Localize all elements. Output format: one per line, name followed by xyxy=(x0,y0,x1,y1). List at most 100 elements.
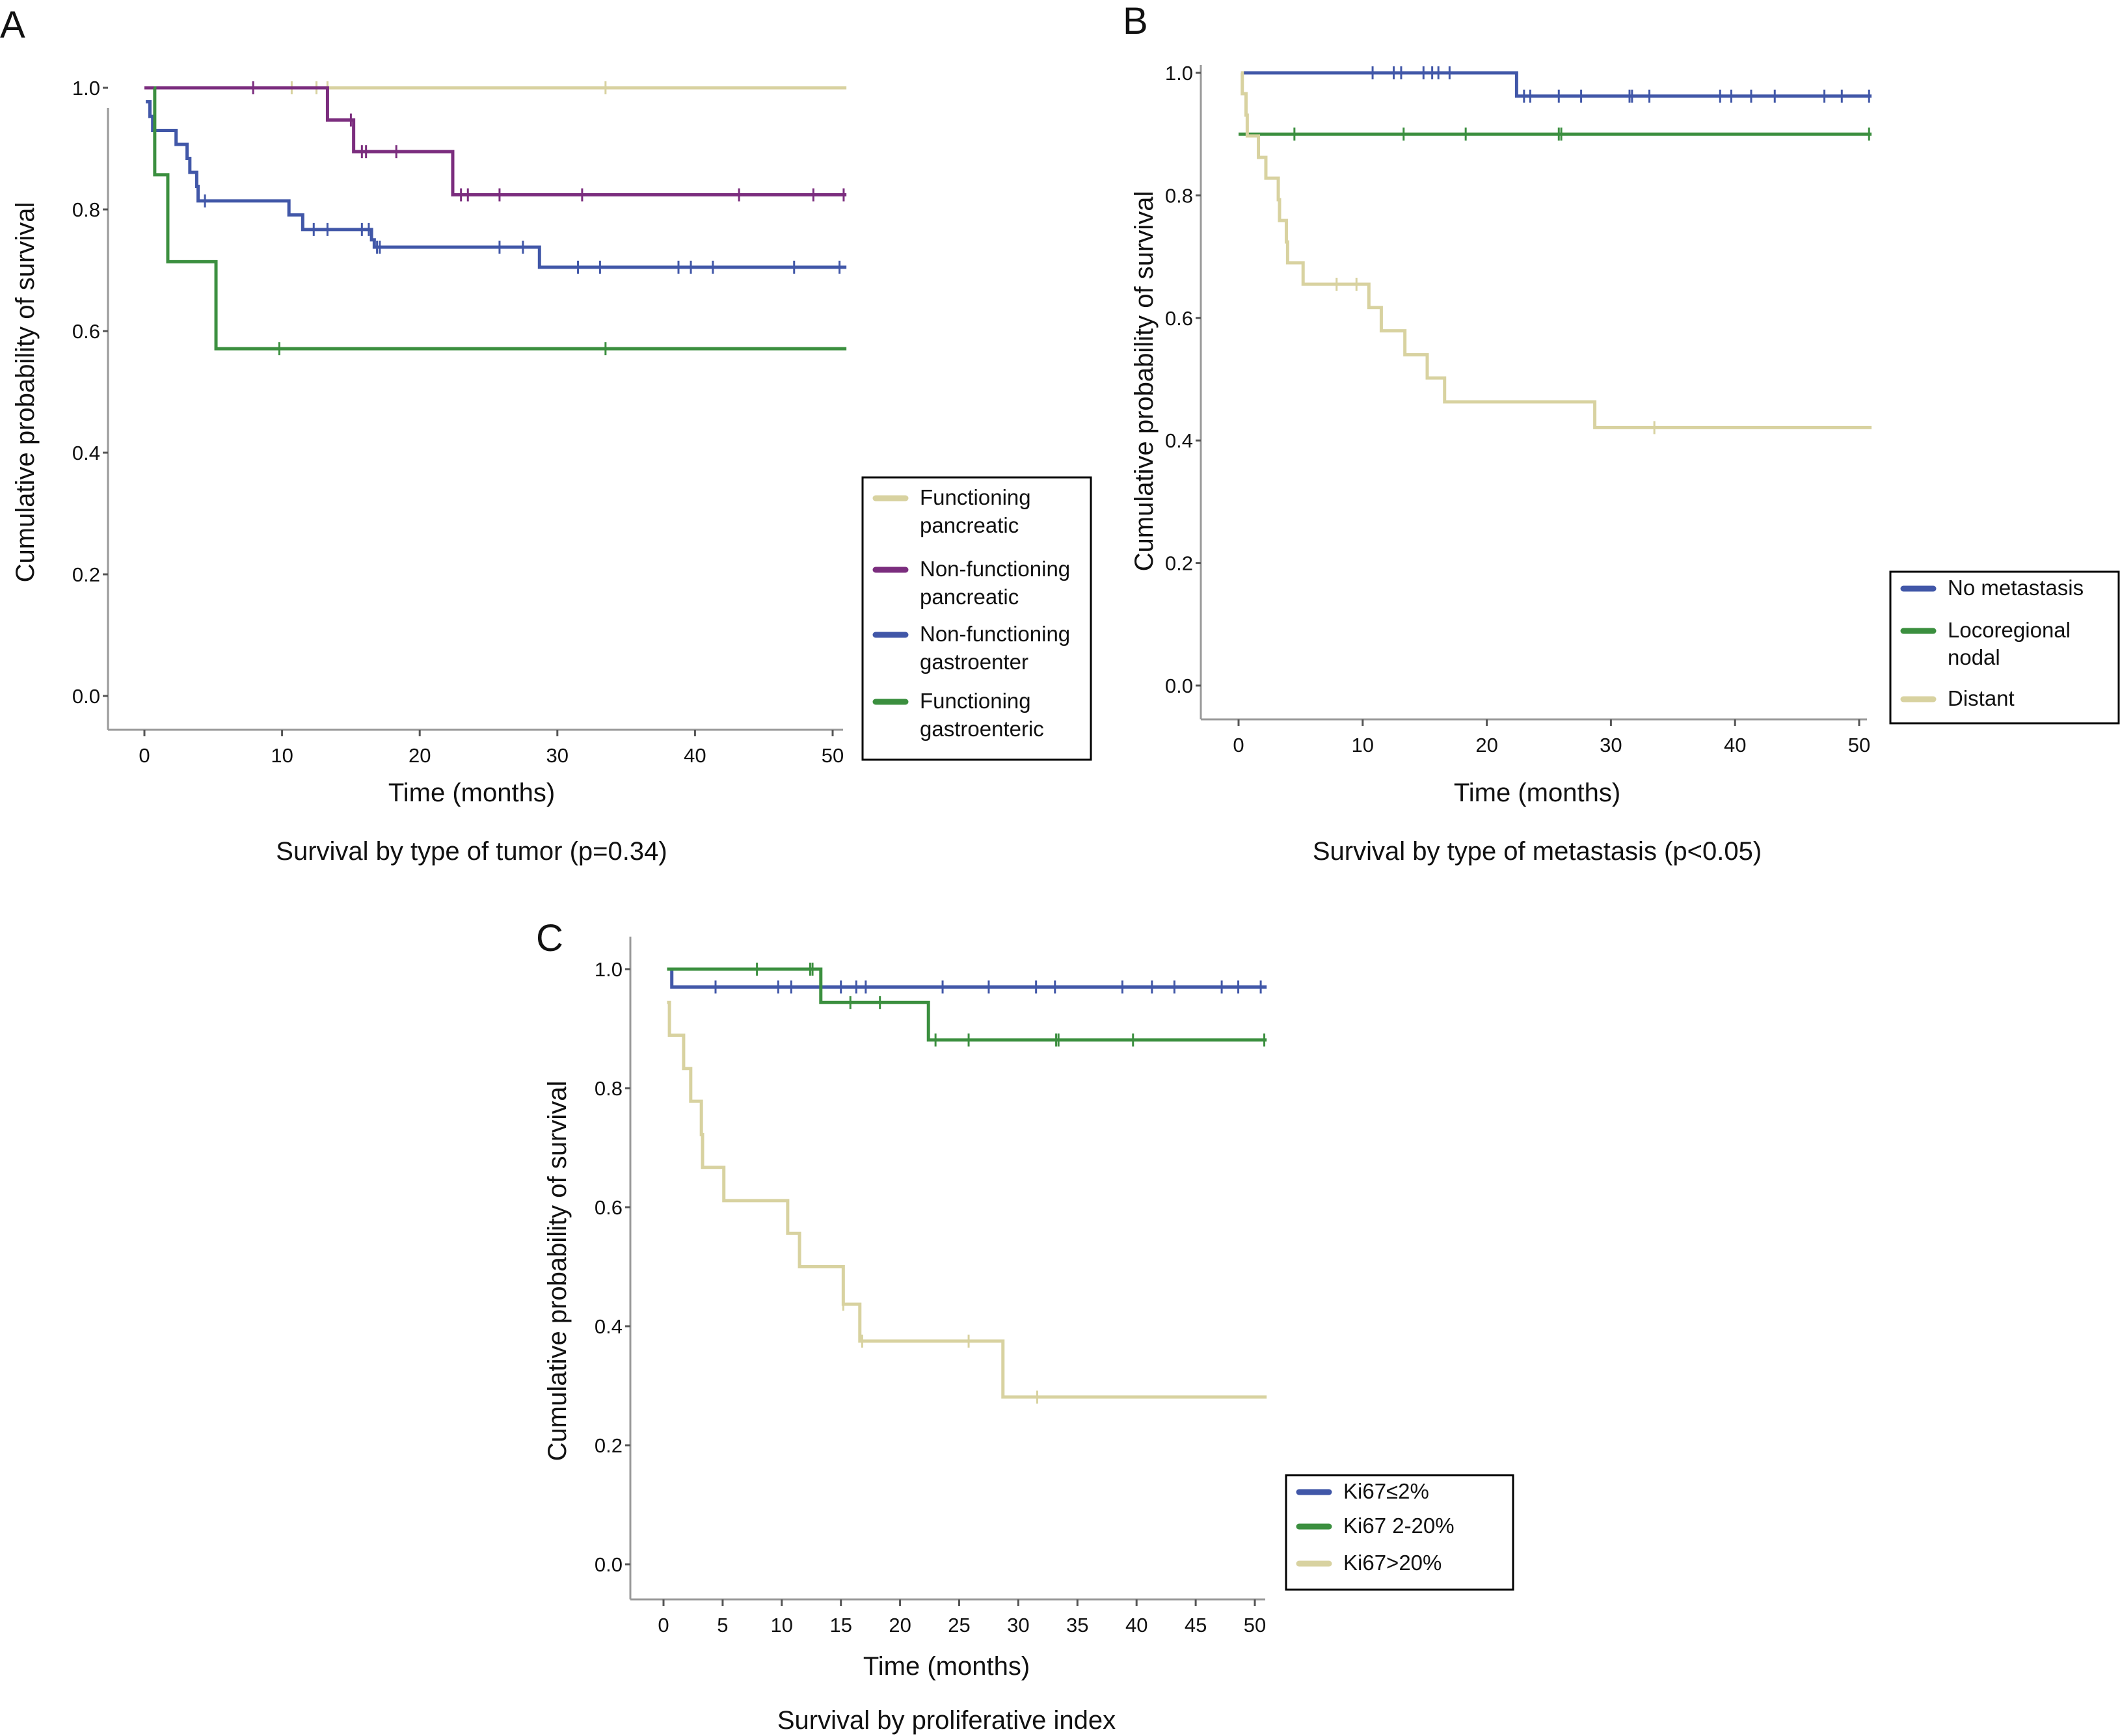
y-tick-label: 0.8 xyxy=(595,1077,623,1100)
survival-curve xyxy=(668,967,1267,989)
legend-item: No metastasis xyxy=(1900,576,2084,600)
series-1 xyxy=(144,81,847,202)
x-tick-label: 35 xyxy=(1066,1614,1088,1636)
legend-label: Ki67>20% xyxy=(1343,1551,1442,1575)
panel-a: A 0.0 0.2 0.4 0.6 0.8 1.0 0 10 20 30 40 50 Time (mont… xyxy=(0,4,1092,866)
y-tick-label: 0.6 xyxy=(1165,307,1193,330)
x-tick-label: 50 xyxy=(822,744,844,767)
legend-label: Locoregional xyxy=(1948,618,2071,642)
legend-item: Ki67≤2% xyxy=(1296,1479,1429,1503)
legend-item: Ki67 2-20% xyxy=(1296,1514,1455,1538)
series-1 xyxy=(1239,127,1872,141)
legend-label: gastroenteric xyxy=(920,717,1044,741)
y-tick-label: 0.6 xyxy=(595,1196,623,1219)
x-axis-label: Time (months) xyxy=(863,1652,1030,1681)
legend: Ki67≤2% Ki67 2-20% Ki67>20% xyxy=(1285,1474,1514,1591)
series-2 xyxy=(146,100,847,274)
x-tick-label: 25 xyxy=(948,1614,970,1636)
survival-curve xyxy=(667,1000,1267,1399)
legend: Functioning pancreatic Non-functioning panc… xyxy=(861,476,1092,761)
x-tick-label: 10 xyxy=(1352,734,1374,756)
y-tick-label: 0.0 xyxy=(72,685,100,708)
survival-curve xyxy=(667,967,1267,1042)
x-tick-label: 45 xyxy=(1185,1614,1207,1636)
y-tick-label: 0.0 xyxy=(595,1553,623,1576)
legend-label: Ki67≤2% xyxy=(1343,1479,1429,1503)
panel-b: B 0.0 0.2 0.4 0.6 0.8 1.0 0 10 20 30 40 50 Time (mont… xyxy=(1123,0,2120,866)
legend-label: Ki67 2-20% xyxy=(1343,1514,1455,1538)
x-tick-label: 30 xyxy=(1600,734,1622,756)
x-tick-label: 40 xyxy=(684,744,706,767)
survival-curve xyxy=(1241,71,1872,98)
y-tick-label: 1.0 xyxy=(1165,62,1193,85)
x-tick-label: 0 xyxy=(139,744,150,767)
x-tick-label: 30 xyxy=(546,744,569,767)
x-tick-label: 0 xyxy=(658,1614,669,1636)
legend-label: Functioning xyxy=(920,485,1031,509)
survival-curve xyxy=(144,86,847,197)
y-tick-label: 0.4 xyxy=(72,442,100,464)
legend-label: nodal xyxy=(1948,645,2000,669)
series-2 xyxy=(667,1000,1267,1404)
legend-label: Non-functioning xyxy=(920,622,1070,646)
legend-label: Functioning xyxy=(920,689,1031,713)
legend-label: pancreatic xyxy=(920,513,1019,537)
x-tick-label: 30 xyxy=(1007,1614,1029,1636)
panel-label: C xyxy=(536,917,563,959)
legend: No metastasis Locoregional nodal Distant xyxy=(1889,570,2120,725)
legend-item: Functioning pancreatic xyxy=(872,485,1031,537)
x-tick-label: 0 xyxy=(1233,734,1244,756)
legend-box xyxy=(861,476,1092,761)
panel-c: C 0.0 0.2 0.4 0.6 0.8 1.0 0 5 10 15 20 25 30 35 40 45 50 T… xyxy=(536,917,1514,1735)
y-axis-label: Cumulative probability of survival xyxy=(1130,191,1159,572)
y-axis-label: Cumulative probability of survival xyxy=(543,1081,572,1462)
y-tick-label: 0.0 xyxy=(1165,674,1193,697)
x-axis-label: Time (months) xyxy=(1454,779,1620,807)
series-2 xyxy=(1241,71,1872,434)
legend-label: pancreatic xyxy=(920,585,1019,609)
legend-item: Non-functioning gastroenter xyxy=(872,622,1070,674)
y-tick-label: 0.2 xyxy=(1165,552,1193,575)
legend-item: Locoregional nodal xyxy=(1900,618,2071,669)
panel-label: B xyxy=(1123,0,1148,42)
x-tick-label: 15 xyxy=(829,1614,852,1636)
x-tick-label: 40 xyxy=(1724,734,1746,756)
series-1 xyxy=(667,963,1267,1047)
series-0 xyxy=(668,967,1267,994)
y-tick-label: 0.8 xyxy=(72,198,100,221)
survival-curve xyxy=(1241,71,1872,429)
y-tick-label: 0.8 xyxy=(1165,184,1193,207)
chart-title: Survival by proliferative index xyxy=(777,1706,1116,1735)
legend-label: Distant xyxy=(1948,686,2015,710)
panel-label: A xyxy=(0,4,25,46)
survival-curve xyxy=(146,100,847,269)
x-axis-label: Time (months) xyxy=(388,779,555,807)
survival-curve xyxy=(153,86,847,351)
legend-label: gastroenter xyxy=(920,650,1028,674)
legend-label: No metastasis xyxy=(1948,576,2084,600)
x-tick-label: 20 xyxy=(889,1614,911,1636)
chart-title: Survival by type of metastasis (p<0.05) xyxy=(1313,837,1762,866)
legend-label: Non-functioning xyxy=(920,557,1070,581)
y-tick-label: 0.4 xyxy=(1165,429,1193,452)
legend-item: Ki67>20% xyxy=(1296,1551,1442,1575)
y-axis-label: Cumulative probability of survival xyxy=(11,202,40,583)
legend-item: Distant xyxy=(1900,686,2015,710)
y-tick-label: 1.0 xyxy=(595,958,623,981)
y-tick-label: 0.2 xyxy=(72,563,100,586)
x-tick-label: 20 xyxy=(409,744,431,767)
series-3 xyxy=(153,86,847,356)
legend-item: Non-functioning pancreatic xyxy=(872,557,1070,609)
legend-item: Functioning gastroenteric xyxy=(872,689,1044,741)
y-tick-label: 0.2 xyxy=(595,1434,623,1457)
x-tick-label: 50 xyxy=(1244,1614,1266,1636)
y-tick-label: 0.4 xyxy=(595,1315,623,1338)
x-tick-label: 5 xyxy=(717,1614,728,1636)
x-tick-label: 50 xyxy=(1848,734,1870,756)
x-tick-label: 20 xyxy=(1475,734,1497,756)
series-0 xyxy=(1241,66,1872,103)
y-tick-label: 1.0 xyxy=(72,77,100,100)
chart-title: Survival by type of tumor (p=0.34) xyxy=(276,837,667,866)
y-tick-label: 0.6 xyxy=(72,320,100,343)
